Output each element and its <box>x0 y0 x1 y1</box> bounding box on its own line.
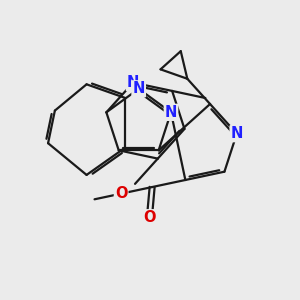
Text: O: O <box>143 210 156 225</box>
Text: O: O <box>115 186 128 201</box>
Text: N: N <box>133 81 145 96</box>
Text: N: N <box>127 75 139 90</box>
Text: N: N <box>231 126 243 141</box>
Text: N: N <box>165 105 177 120</box>
